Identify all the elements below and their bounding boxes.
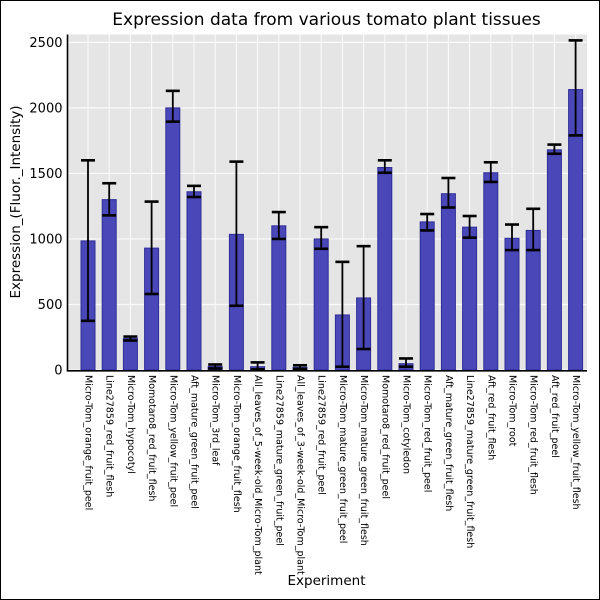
bar (186, 191, 202, 371)
y-tick-label: 0 (54, 364, 62, 379)
bar (440, 193, 456, 371)
bar (271, 225, 287, 371)
x-tick-label: Line27859_red_fruit_flesh (104, 375, 115, 497)
bar (483, 172, 499, 371)
x-tick-label: Micro-Tom_mature_green_fruit_flesh (358, 375, 369, 546)
y-tick-label: 1000 (29, 232, 62, 247)
x-tick-label: Momotaro8_red_fruit_flesh (146, 375, 157, 501)
x-tick-label: Micro-Tom_root (507, 375, 518, 447)
y-axis-title: Expression_(Fluor._Intensity) (8, 105, 24, 299)
x-tick-label: Line27859_mature_green_fruit_peel (273, 375, 284, 546)
x-tick-label: Micro-Tom_yellow_fruit_peel (167, 375, 178, 507)
bar (462, 226, 478, 371)
bar (504, 237, 520, 371)
x-tick-label: Line27859_red_fruit_peel (316, 375, 327, 495)
x-tick-label: Aft_red_fruit_peel (549, 375, 560, 458)
bar (122, 338, 138, 371)
x-tick-label: Micro-Tom_cotyledon (401, 375, 412, 474)
x-tick-label: Micro-Tom_orange_fruit_peel (83, 375, 94, 510)
x-tick-label: Micro-Tom_red_fruit_peel (422, 375, 433, 492)
x-tick-label: Momotaro8_red_fruit_peel (379, 375, 390, 499)
x-tick-label: Micro-Tom_hypocotyl (125, 375, 136, 474)
x-tick-label: Aft_red_fruit_flesh (485, 375, 496, 460)
bar (165, 107, 181, 371)
bar (377, 167, 393, 371)
x-tick-label: Micro-Tom_mature_green_fruit_peel (337, 375, 348, 543)
chart-title: Expression data from various tomato plan… (112, 10, 541, 30)
x-tick-label: Aft_mature_green_fruit_peel (189, 375, 200, 509)
x-tick-label: All_leaves_of_3-week-old_Micro-Tom_plant (295, 375, 306, 575)
x-tick-label: Aft_mature_green_fruit_flesh (443, 375, 454, 511)
x-tick-label: Micro-Tom_red_fruit_flesh (528, 375, 539, 495)
bar (101, 199, 117, 371)
bar (546, 149, 562, 371)
x-tick-label: Micro-Tom_yellow_fruit_flesh (570, 375, 581, 510)
x-tick-label: Micro-Tom_3rd_leaf (210, 375, 221, 466)
y-tick-label: 1500 (29, 167, 62, 182)
x-tick-label: Micro-Tom_orange_fruit_flesh (231, 375, 242, 513)
y-tick-label: 2500 (29, 36, 62, 51)
x-axis-title: Experiment (287, 573, 366, 589)
bar (419, 221, 435, 371)
y-tick-label: 500 (38, 298, 63, 313)
bar (313, 238, 329, 371)
x-tick-label: Line27859_mature_green_fruit_flesh (464, 375, 475, 548)
x-tick-label: All_leaves_of_5-week-old_Micro-Tom_plant (252, 375, 263, 575)
y-tick-label: 2000 (29, 101, 62, 116)
